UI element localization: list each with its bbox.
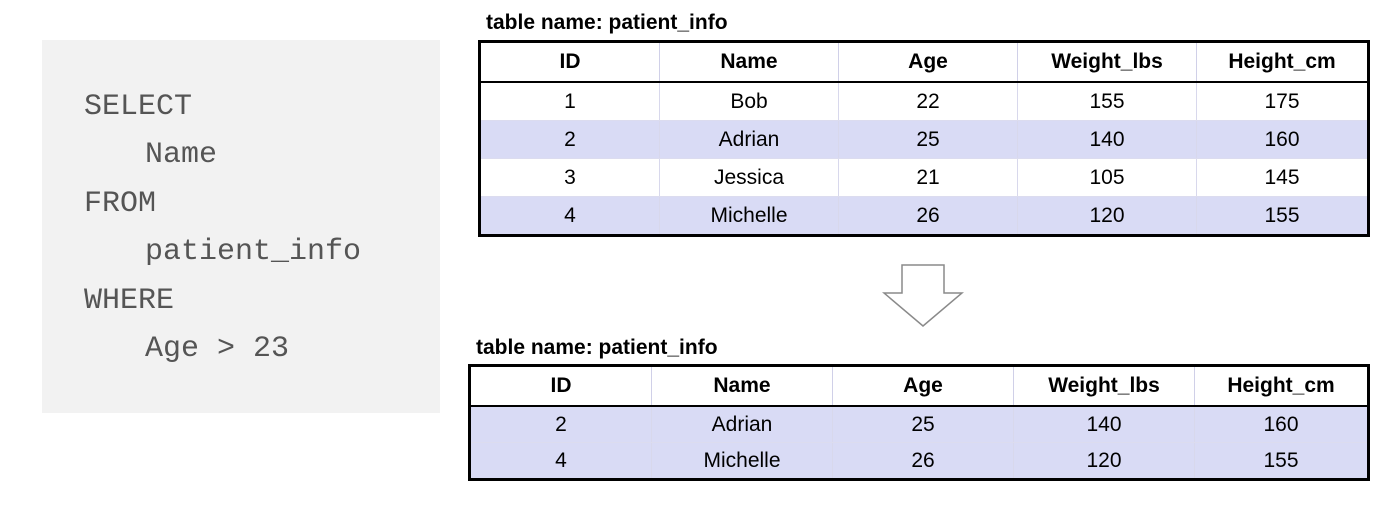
cell-height: 155 <box>1196 196 1369 236</box>
cell-name: Jessica <box>659 158 839 197</box>
column-header-height: Height_cm <box>1194 365 1369 407</box>
cell-weight: 140 <box>1013 406 1195 443</box>
column-header-id: ID <box>469 365 652 407</box>
sql-keyword-where: WHERE <box>84 284 175 318</box>
cell-id: 2 <box>479 120 660 159</box>
table-row: 1 Bob 22 155 175 <box>479 82 1369 121</box>
cell-age: 25 <box>838 120 1018 159</box>
cell-weight: 140 <box>1017 120 1197 159</box>
column-header-weight: Weight_lbs <box>1017 41 1197 83</box>
cell-weight: 105 <box>1017 158 1197 197</box>
column-header-height: Height_cm <box>1196 41 1369 83</box>
cell-name: Michelle <box>659 196 839 236</box>
column-header-name: Name <box>651 365 833 407</box>
cell-age: 26 <box>838 196 1018 236</box>
cell-height: 160 <box>1196 120 1369 159</box>
table-row: 2 Adrian 25 140 160 <box>469 406 1369 443</box>
sql-from-table: patient_info <box>145 235 362 269</box>
cell-id: 4 <box>469 442 652 480</box>
down-arrow-icon <box>882 264 964 327</box>
result-table-header-row: ID Name Age Weight_lbs Height_cm <box>469 365 1369 407</box>
source-table-caption: table name: patient_info <box>486 11 728 34</box>
source-table-header-row: ID Name Age Weight_lbs Height_cm <box>479 41 1369 83</box>
column-header-name: Name <box>659 41 839 83</box>
column-header-age: Age <box>838 41 1018 83</box>
column-header-id: ID <box>479 41 660 83</box>
sql-keyword-from: FROM <box>84 187 157 221</box>
cell-name: Adrian <box>659 120 839 159</box>
source-table: ID Name Age Weight_lbs Height_cm 1 Bob 2… <box>478 40 1370 237</box>
cell-id: 2 <box>469 406 652 443</box>
cell-id: 3 <box>479 158 660 197</box>
cell-id: 4 <box>479 196 660 236</box>
sql-select-column: Name <box>145 138 218 172</box>
sql-keyword-select: SELECT <box>84 90 193 124</box>
cell-weight: 155 <box>1017 82 1197 121</box>
table-row: 3 Jessica 21 105 145 <box>479 158 1369 197</box>
cell-height: 145 <box>1196 158 1369 197</box>
cell-name: Bob <box>659 82 839 121</box>
cell-age: 25 <box>832 406 1014 443</box>
cell-weight: 120 <box>1013 442 1195 480</box>
sql-query-panel: SELECT Name FROM patient_info WHERE Age … <box>42 40 440 413</box>
cell-age: 22 <box>838 82 1018 121</box>
result-table-caption: table name: patient_info <box>476 336 718 359</box>
table-row: 2 Adrian 25 140 160 <box>479 120 1369 159</box>
result-table: ID Name Age Weight_lbs Height_cm 2 Adria… <box>468 364 1370 481</box>
column-header-weight: Weight_lbs <box>1013 365 1195 407</box>
table-row: 4 Michelle 26 120 155 <box>479 196 1369 236</box>
cell-name: Michelle <box>651 442 833 480</box>
cell-id: 1 <box>479 82 660 121</box>
column-header-age: Age <box>832 365 1014 407</box>
cell-weight: 120 <box>1017 196 1197 236</box>
cell-height: 155 <box>1194 442 1369 480</box>
cell-height: 160 <box>1194 406 1369 443</box>
cell-name: Adrian <box>651 406 833 443</box>
cell-height: 175 <box>1196 82 1369 121</box>
cell-age: 21 <box>838 158 1018 197</box>
table-row: 4 Michelle 26 120 155 <box>469 442 1369 480</box>
cell-age: 26 <box>832 442 1014 480</box>
sql-where-condition: Age > 23 <box>145 332 290 366</box>
